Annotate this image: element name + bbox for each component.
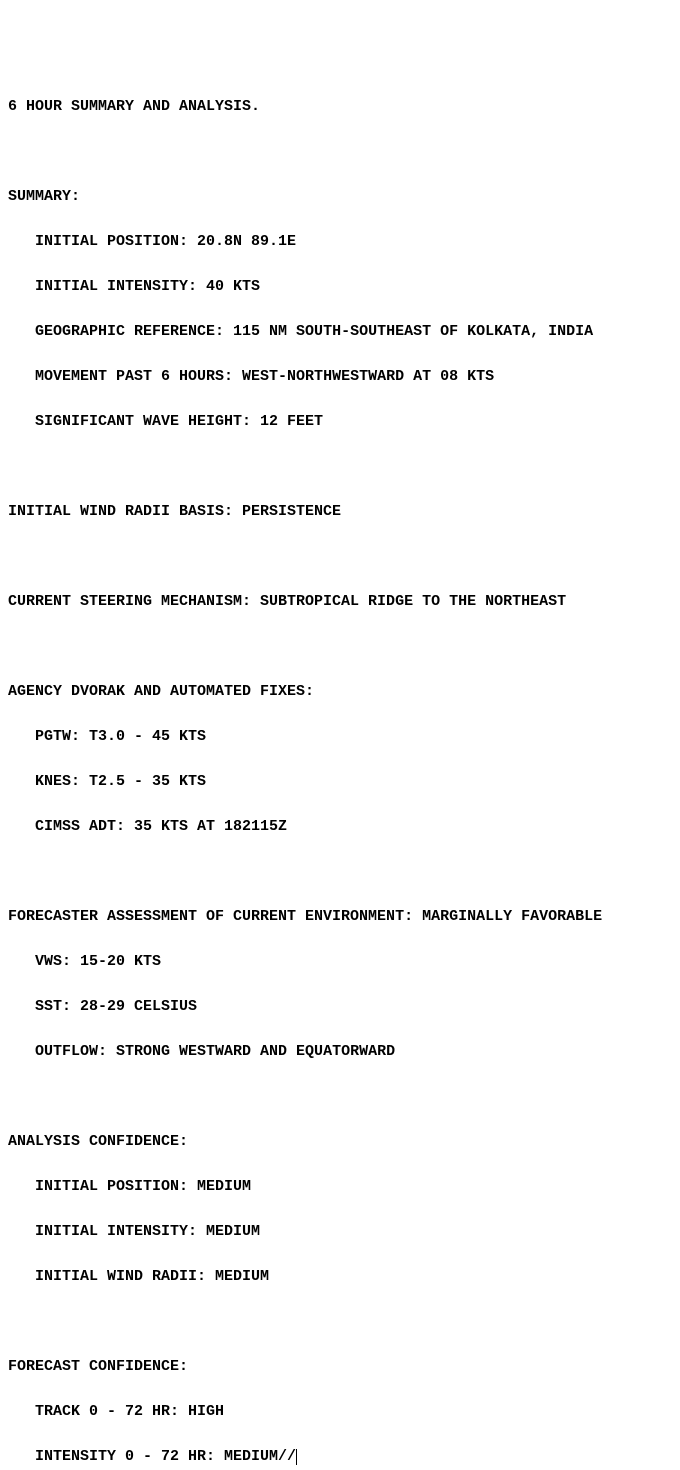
forecast-confidence-heading: FORECAST CONFIDENCE: — [8, 1356, 672, 1379]
title-line: 6 HOUR SUMMARY AND ANALYSIS. — [8, 96, 672, 119]
blank-line — [8, 141, 672, 164]
indent — [8, 953, 35, 970]
dvorak-heading: AGENCY DVORAK AND AUTOMATED FIXES: — [8, 681, 672, 704]
indent — [8, 818, 35, 835]
environment-outflow: OUTFLOW: STRONG WESTWARD AND EQUATORWARD — [8, 1041, 672, 1064]
wind-radii-basis: INITIAL WIND RADII BASIS: PERSISTENCE — [8, 501, 672, 524]
analysis-confidence-wind-radii: INITIAL WIND RADII: MEDIUM — [8, 1266, 672, 1289]
dvorak-cimss: CIMSS ADT: 35 KTS AT 182115Z — [8, 816, 672, 839]
indent — [8, 233, 35, 250]
indent — [8, 323, 35, 340]
text: KNES: T2.5 - 35 KTS — [35, 773, 206, 790]
text: CIMSS ADT: 35 KTS AT 182115Z — [35, 818, 287, 835]
text: PGTW: T3.0 - 45 KTS — [35, 728, 206, 745]
indent — [8, 728, 35, 745]
text: OUTFLOW: STRONG WESTWARD AND EQUATORWARD — [35, 1043, 395, 1060]
text: SST: 28-29 CELSIUS — [35, 998, 197, 1015]
analysis-confidence-position: INITIAL POSITION: MEDIUM — [8, 1176, 672, 1199]
text: VWS: 15-20 KTS — [35, 953, 161, 970]
text: GEOGRAPHIC REFERENCE: 115 NM SOUTH-SOUTH… — [35, 323, 593, 340]
indent — [8, 1403, 35, 1420]
environment-sst: SST: 28-29 CELSIUS — [8, 996, 672, 1019]
dvorak-pgtw: PGTW: T3.0 - 45 KTS — [8, 726, 672, 749]
analysis-confidence-heading: ANALYSIS CONFIDENCE: — [8, 1131, 672, 1154]
summary-movement: MOVEMENT PAST 6 HOURS: WEST-NORTHWESTWAR… — [8, 366, 672, 389]
environment-vws: VWS: 15-20 KTS — [8, 951, 672, 974]
text: INITIAL POSITION: MEDIUM — [35, 1178, 251, 1195]
forecast-confidence-track: TRACK 0 - 72 HR: HIGH — [8, 1401, 672, 1424]
blank-line — [8, 456, 672, 479]
indent — [8, 1448, 35, 1465]
forecast-confidence-intensity: INTENSITY 0 - 72 HR: MEDIUM// — [8, 1446, 672, 1469]
indent — [8, 413, 35, 430]
indent — [8, 1268, 35, 1285]
text: MOVEMENT PAST 6 HOURS: WEST-NORTHWESTWAR… — [35, 368, 494, 385]
analysis-confidence-intensity: INITIAL INTENSITY: MEDIUM — [8, 1221, 672, 1244]
text: TRACK 0 - 72 HR: HIGH — [35, 1403, 224, 1420]
text: INITIAL POSITION: 20.8N 89.1E — [35, 233, 296, 250]
indent — [8, 1043, 35, 1060]
dvorak-knes: KNES: T2.5 - 35 KTS — [8, 771, 672, 794]
blank-line — [8, 636, 672, 659]
text: INITIAL INTENSITY: 40 KTS — [35, 278, 260, 295]
indent — [8, 368, 35, 385]
blank-line — [8, 1311, 672, 1334]
text: INITIAL INTENSITY: MEDIUM — [35, 1223, 260, 1240]
summary-wave-height: SIGNIFICANT WAVE HEIGHT: 12 FEET — [8, 411, 672, 434]
indent — [8, 773, 35, 790]
text: INTENSITY 0 - 72 HR: MEDIUM// — [35, 1448, 297, 1465]
summary-initial-intensity: INITIAL INTENSITY: 40 KTS — [8, 276, 672, 299]
indent — [8, 1223, 35, 1240]
blank-line — [8, 861, 672, 884]
summary-heading: SUMMARY: — [8, 186, 672, 209]
indent — [8, 278, 35, 295]
text: INITIAL WIND RADII: MEDIUM — [35, 1268, 269, 1285]
indent — [8, 998, 35, 1015]
summary-initial-position: INITIAL POSITION: 20.8N 89.1E — [8, 231, 672, 254]
blank-line — [8, 1086, 672, 1109]
text: SIGNIFICANT WAVE HEIGHT: 12 FEET — [35, 413, 323, 430]
blank-line — [8, 546, 672, 569]
steering-mechanism: CURRENT STEERING MECHANISM: SUBTROPICAL … — [8, 591, 672, 614]
environment-heading: FORECASTER ASSESSMENT OF CURRENT ENVIRON… — [8, 906, 672, 929]
summary-geographic-reference: GEOGRAPHIC REFERENCE: 115 NM SOUTH-SOUTH… — [8, 321, 672, 344]
indent — [8, 1178, 35, 1195]
